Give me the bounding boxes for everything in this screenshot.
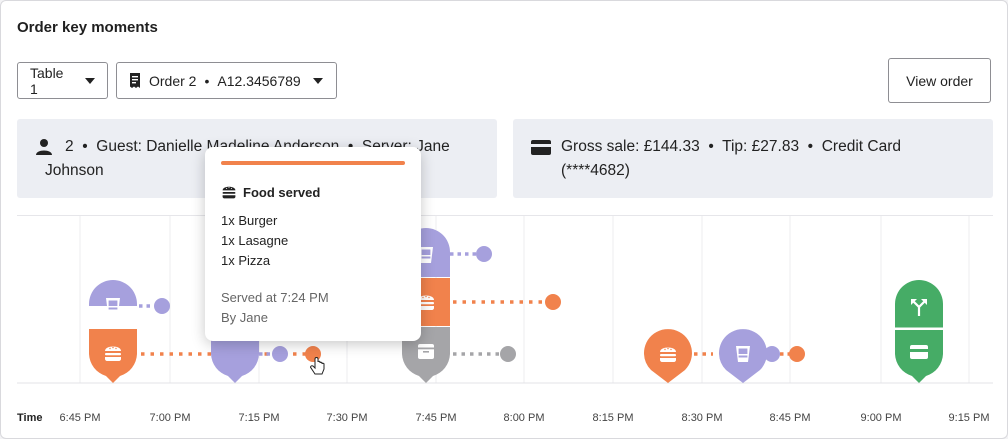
tick-label: 8:30 PM: [682, 412, 723, 424]
tooltip-item: 1x Pizza: [221, 253, 271, 268]
burger-icon: [221, 184, 237, 200]
tick-label: 9:15 PM: [949, 412, 990, 424]
payment-info-line1: Gross sale: £144.33 • Tip: £27.83 • Cred…: [561, 138, 901, 155]
tooltip-item: 1x Lasagne: [221, 233, 289, 248]
glass-icon: [736, 346, 750, 362]
timeline-chart: Time 6:45 PM 7:00 PM 7:15 PM 7:30 PM 7:4…: [17, 215, 993, 424]
order-select-order: Order 2: [149, 72, 197, 89]
payment-info-line2: (****4682): [561, 162, 630, 179]
food-served-tooltip: Food served 1x Burger 1x Lasagne 1x Pizz…: [205, 147, 421, 341]
tick-label: 7:45 PM: [416, 412, 457, 424]
table-select[interactable]: Table 1: [17, 62, 108, 99]
table-select-value: Table 1: [30, 64, 64, 97]
order-select-separator: •: [204, 72, 210, 89]
tooltip-title: Food served: [243, 184, 321, 200]
tooltip-served-at: Served at 7:24 PM: [221, 290, 329, 305]
chevron-down-icon: [85, 77, 95, 84]
credit-card-icon: [531, 138, 551, 164]
tick-label: 7:00 PM: [150, 412, 191, 424]
drink-event-1[interactable]: [89, 280, 170, 314]
tick-label: 9:00 PM: [861, 412, 902, 424]
time-axis-label: Time: [17, 412, 42, 424]
payment-event[interactable]: [895, 280, 943, 383]
tick-label: 7:30 PM: [327, 412, 368, 424]
chevron-down-icon: [312, 77, 323, 84]
clear-icon: [418, 344, 434, 359]
payment-info-panel: Gross sale: £144.33 • Tip: £27.83 • Cred…: [513, 119, 993, 198]
tooltip-accent-bar: [221, 161, 405, 165]
drink-event-2[interactable]: [211, 340, 321, 383]
tick-label: 8:45 PM: [770, 412, 811, 424]
tick-label: 8:15 PM: [593, 412, 634, 424]
food-event-2[interactable]: [643, 329, 713, 383]
tick-label: 8:00 PM: [504, 412, 545, 424]
tick-label: 7:15 PM: [239, 412, 280, 424]
card-title: Order key moments: [17, 19, 158, 36]
food-event-1[interactable]: [89, 329, 309, 383]
tooltip-served-by: By Jane: [221, 310, 268, 325]
guest-info-line2: Johnson: [45, 162, 104, 179]
hand-cursor-icon: [310, 357, 325, 375]
order-event-stack[interactable]: [402, 228, 561, 383]
drink-event-3[interactable]: [718, 329, 805, 383]
order-select-id: A12.3456789: [217, 72, 301, 89]
receipt-icon: [129, 73, 141, 88]
credit-card-icon: [910, 345, 928, 359]
burger-icon: [660, 347, 676, 362]
person-icon: [35, 138, 53, 164]
glass-icon: [419, 247, 433, 263]
tick-label: 6:45 PM: [60, 412, 101, 424]
timeline-tick-labels: 6:45 PM 7:00 PM 7:15 PM 7:30 PM 7:45 PM …: [60, 412, 990, 424]
burger-icon: [105, 346, 121, 361]
glass-icon: [106, 298, 120, 314]
order-select[interactable]: Order 2 • A12.3456789: [116, 62, 337, 99]
tooltip-item: 1x Burger: [221, 213, 278, 228]
view-order-button[interactable]: View order: [888, 58, 991, 103]
